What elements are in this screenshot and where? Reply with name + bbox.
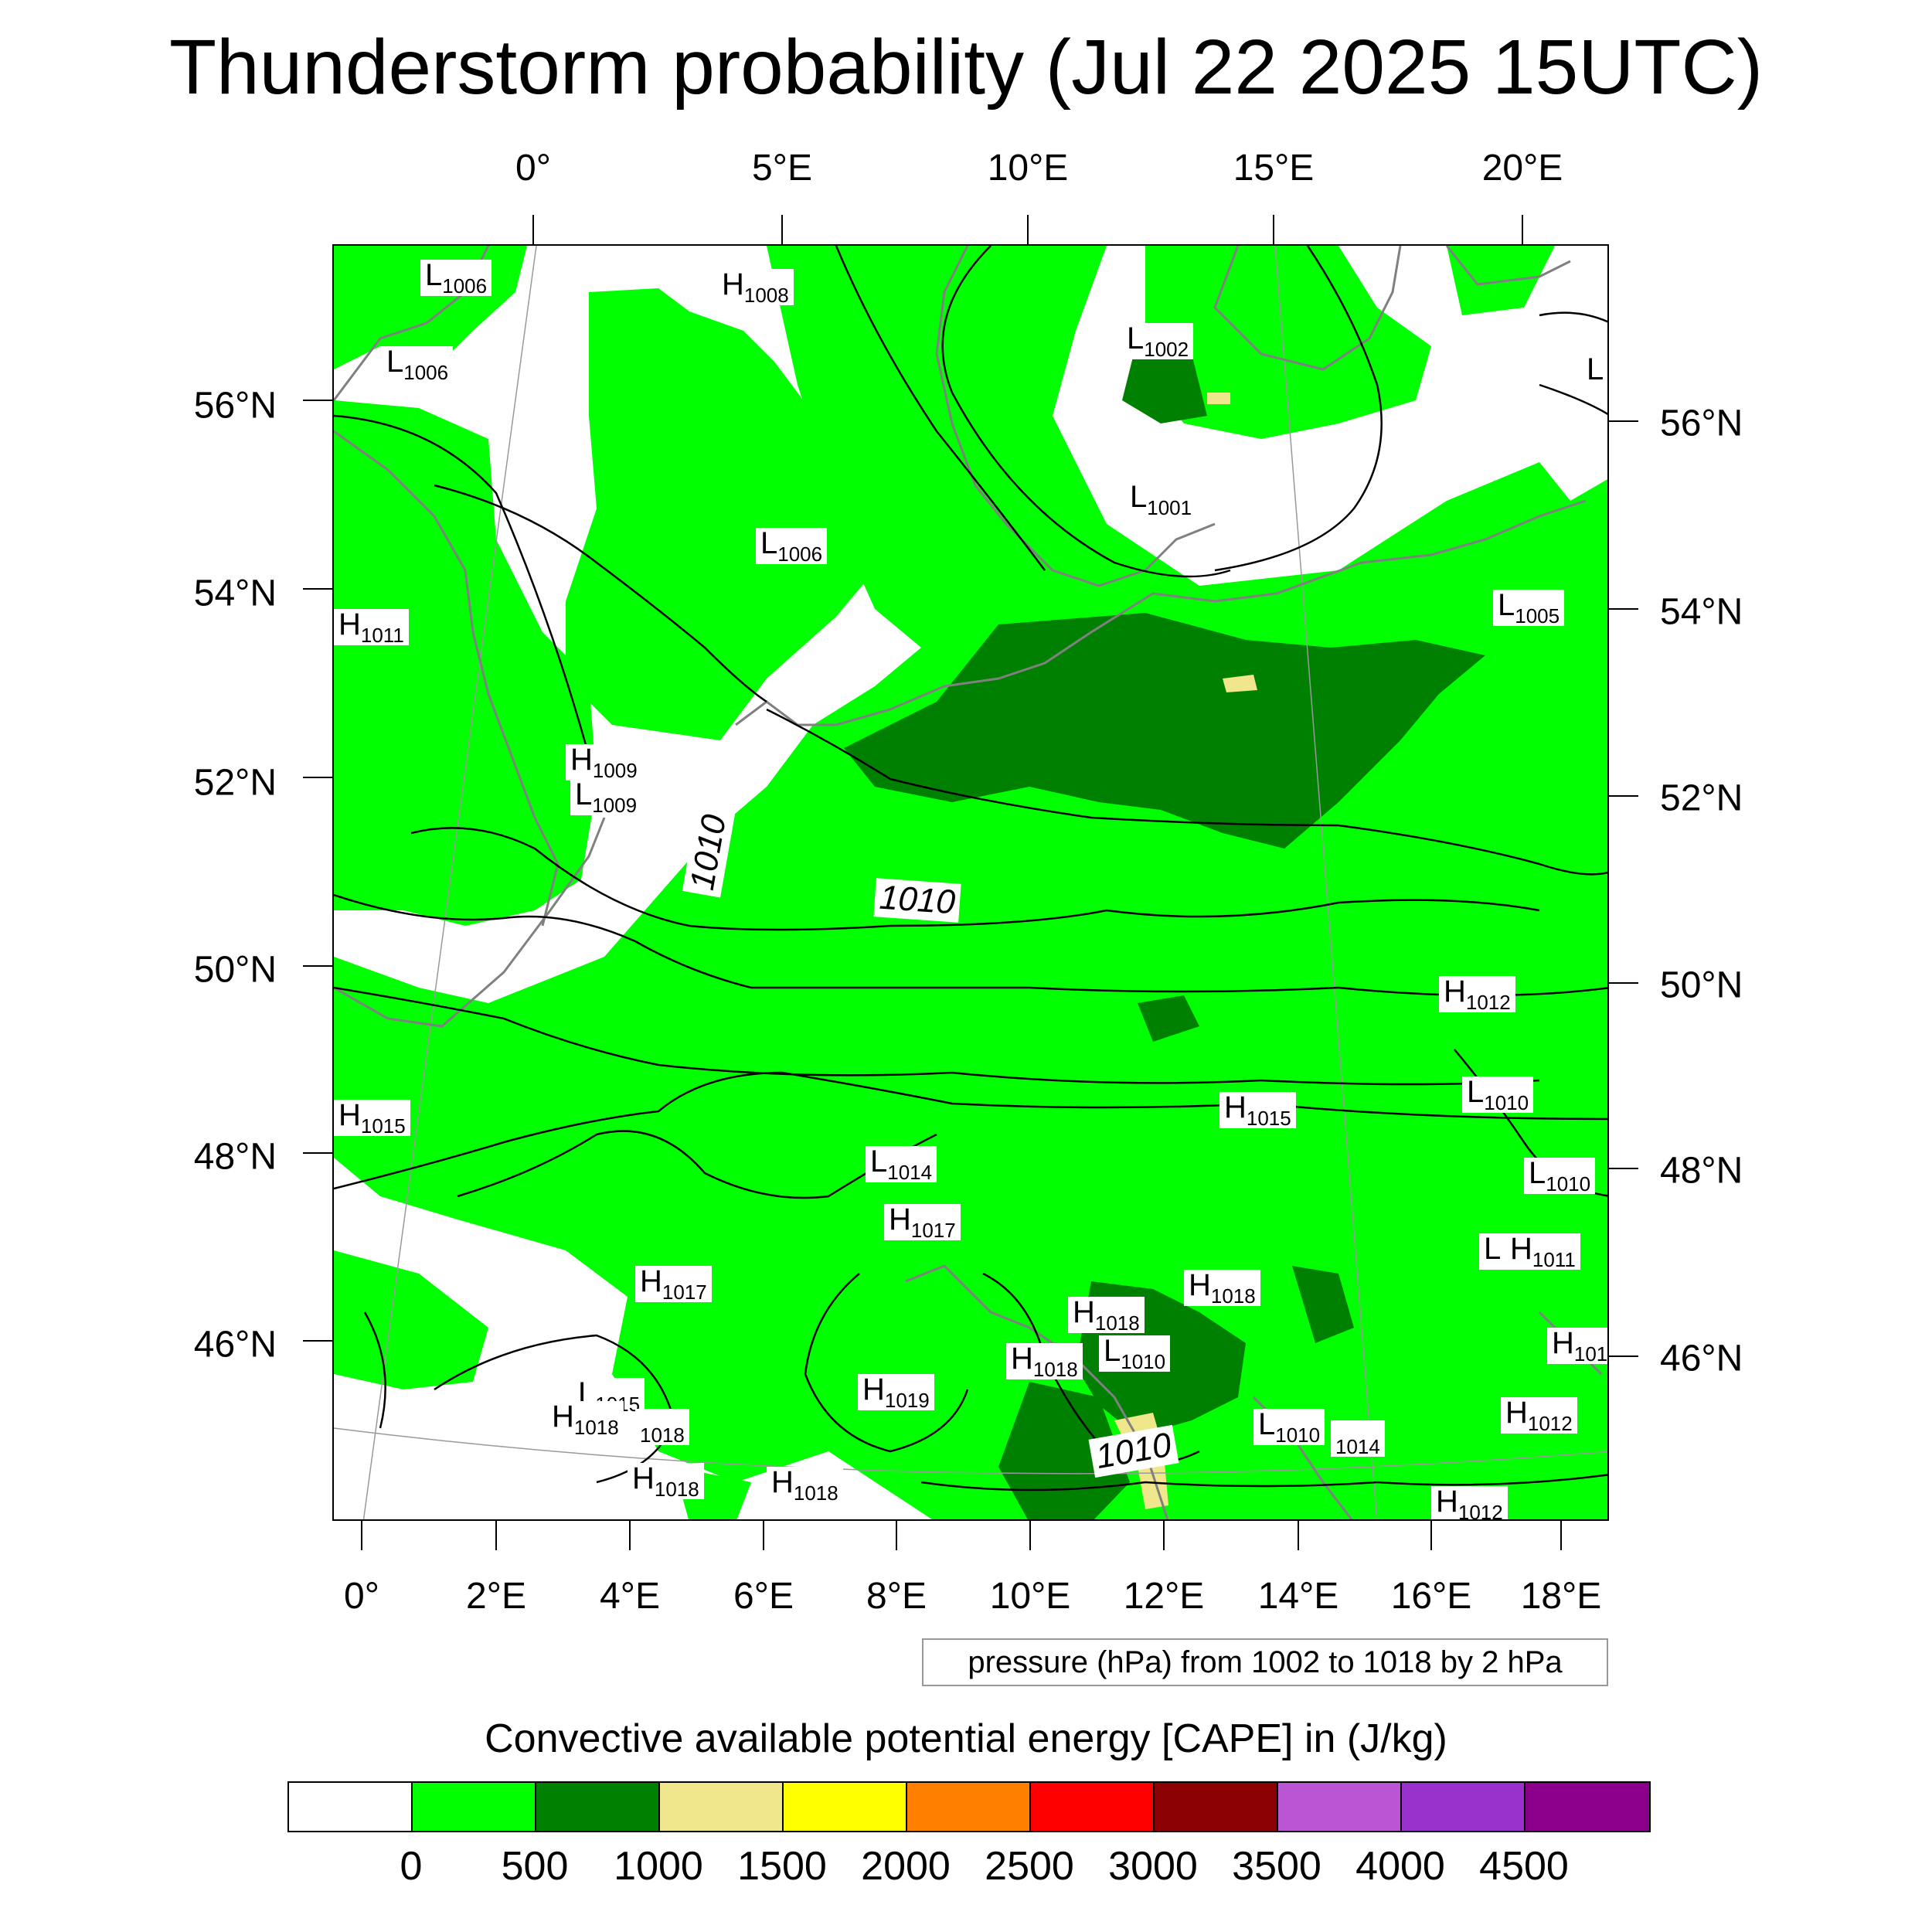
colorbar-swatch [1031,1783,1155,1831]
right-lat-label: 54°N [1660,591,1743,633]
right-lat-label: 56°N [1660,403,1743,444]
top-lon-label: 20°E [1481,148,1563,189]
colorbar-tick-label: 3000 [1108,1844,1198,1889]
colorbar-swatch [536,1783,660,1831]
pressure-system-label: 1014 [1331,1420,1385,1457]
colorbar-swatch [1526,1783,1649,1831]
colorbar-tick-label: 3500 [1232,1844,1321,1889]
pressure-system-label: H1018 [767,1467,843,1503]
top-lon-label: 5°E [752,148,812,189]
pressure-system-label: L1005 [1493,590,1565,626]
colorbar-title: Convective available potential energy [C… [485,1716,1447,1761]
pressure-system-label: H1018 [547,1401,624,1437]
colorbar-tick-label: 1500 [737,1844,827,1889]
bottom-lon-label: 4°E [600,1576,660,1617]
colorbar-tick-label: 2500 [985,1844,1074,1889]
pressure-system-label: H1019 [858,1374,934,1410]
right-lat-label: 52°N [1660,777,1743,819]
pressure-system-label: L [1582,354,1607,390]
graticule [334,246,1607,1519]
bottom-lon-label: 14°E [1257,1576,1339,1617]
pressure-system-label: H1018 [1184,1270,1260,1306]
colorbar-swatch [1278,1783,1402,1831]
pressure-system-label: H1012 [1501,1397,1577,1434]
pressure-system-label: L1010 [1099,1335,1171,1372]
isobar-label: 1010 [873,878,961,923]
bottom-lon-label: 0° [344,1576,379,1617]
pressure-system-label: H1012 [1431,1486,1508,1519]
left-lat-label: 54°N [193,573,277,614]
right-lat-label: 50°N [1660,964,1743,1006]
colorbar-tick-label: 4500 [1479,1844,1569,1889]
top-lon-label: 0° [515,148,551,189]
colorbar [287,1781,1651,1832]
bottom-lon-label: 16°E [1390,1576,1472,1617]
colorbar-swatch [1402,1783,1526,1831]
isobars [334,246,1607,1492]
pressure-system-label: H1015 [334,1100,410,1136]
left-lat-label: 48°N [193,1136,277,1178]
colorbar-swatch [784,1783,907,1831]
pressure-system-label: L1010 [1462,1077,1534,1113]
pressure-system-label: L1001 [1125,481,1197,518]
colorbar-tick-label: 0 [400,1844,423,1889]
pressure-system-label: H1015 [1219,1092,1296,1128]
right-lat-label: 46°N [1660,1338,1743,1379]
pressure-system-label: H1008 [717,269,794,305]
pressure-system-label: L1006 [420,260,492,296]
left-lat-label: 46°N [193,1324,277,1366]
top-lon-label: 10°E [987,148,1069,189]
colorbar-tick-label: 2000 [861,1844,951,1889]
colorbar-swatch [907,1783,1031,1831]
pressure-system-label: L1006 [382,346,454,383]
left-lat-label: 52°N [193,762,277,804]
colorbar-swatch [289,1783,413,1831]
colorbar-swatch [413,1783,536,1831]
bottom-lon-label: 8°E [866,1576,927,1617]
pressure-system-label: L1014 [866,1146,937,1182]
cape-0-500-region [334,246,1607,1519]
colorbar-tick-label: 4000 [1355,1844,1445,1889]
pressure-system-label: H101 [1547,1328,1607,1364]
pressure-system-label: H1018 [628,1463,704,1499]
bottom-lon-label: 2°E [466,1576,526,1617]
right-lat-label: 48°N [1660,1150,1743,1192]
map-area[interactable]: L1006 H1008 L1006 L1002 L L1001 L1006 H1… [332,244,1609,1521]
colorbar-tick-label: 500 [501,1844,569,1889]
top-lon-label: 15°E [1233,148,1315,189]
cape-500-1000-region [844,338,1485,1519]
colorbar-swatch [660,1783,784,1831]
pressure-system-label: H1012 [1439,976,1515,1012]
bottom-lon-label: 6°E [733,1576,794,1617]
pressure-system-label: H1018 [1006,1343,1083,1379]
pressure-system-label: H1011 [334,609,409,645]
left-lat-label: 56°N [193,385,277,427]
pressure-system-label: 1018 [635,1409,689,1445]
colorbar-tick-label: 1000 [614,1844,703,1889]
pressure-system-label: L1002 [1122,323,1194,359]
pressure-system-label: L [1479,1233,1506,1270]
left-lat-label: 50°N [193,949,277,991]
pressure-system-label: H1011 [1505,1233,1580,1270]
bottom-lon-label: 12°E [1123,1576,1205,1617]
pressure-system-label: L1006 [756,528,828,564]
cape-field-map [334,246,1607,1519]
pressure-system-label: L1009 [570,779,642,815]
bottom-lon-label: 18°E [1520,1576,1602,1617]
pressure-system-label: L1010 [1524,1158,1596,1194]
map-title: Thunderstorm probability (Jul 22 2025 15… [168,24,1764,111]
pressure-system-label: H1017 [635,1266,712,1302]
pressure-system-label: H1009 [566,744,642,781]
pressure-note: pressure (hPa) from 1002 to 1018 by 2 hP… [922,1638,1608,1686]
pressure-system-label: H1018 [1068,1297,1145,1333]
pressure-system-label: H1017 [884,1204,961,1240]
pressure-system-label: L1010 [1253,1409,1325,1445]
bottom-lon-label: 10°E [989,1576,1071,1617]
colorbar-swatch [1155,1783,1278,1831]
